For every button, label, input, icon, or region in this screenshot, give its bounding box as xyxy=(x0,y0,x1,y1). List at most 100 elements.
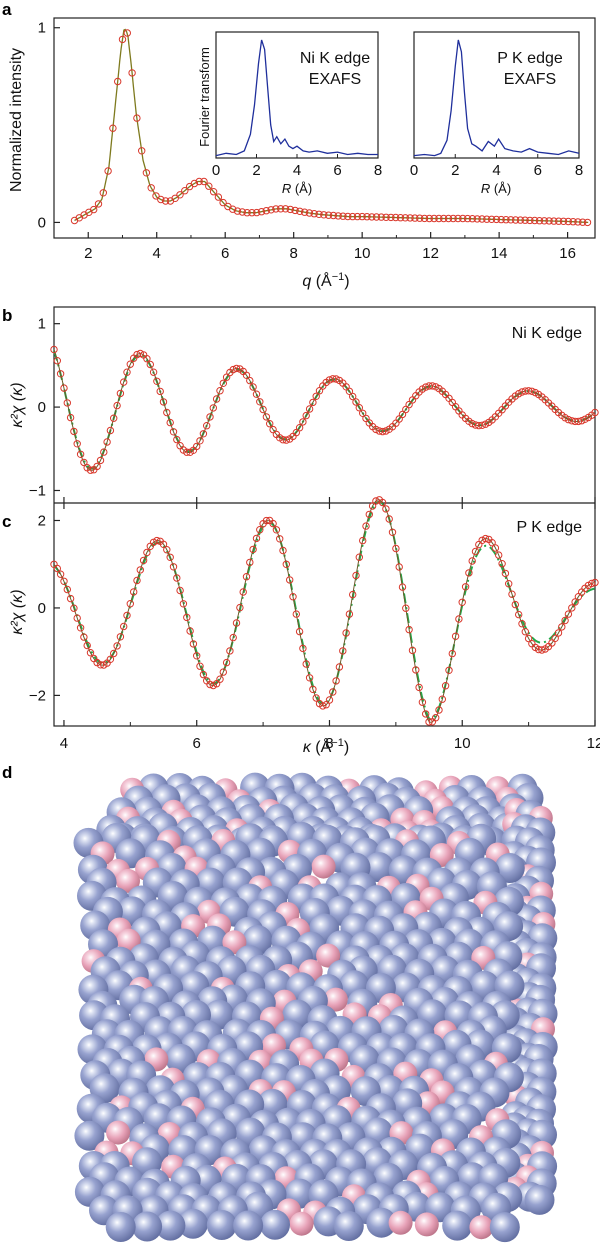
panel-c-data-point xyxy=(471,547,480,556)
panel-a-ticks: 2 4 6 8 10 12 14 16 0 1 xyxy=(38,20,576,262)
panel-b-data-point xyxy=(76,450,85,458)
panel-c-data-point xyxy=(425,718,433,726)
panel-a-plot-area xyxy=(70,28,592,227)
inset-ni-xlabel-unit: (Å) xyxy=(291,181,312,196)
panel-c-data-point xyxy=(365,510,373,519)
panel-a-data-point xyxy=(353,212,362,221)
panel-c-data-point xyxy=(66,594,75,603)
panel-c-data-point xyxy=(279,546,287,555)
panel-a-frame xyxy=(53,17,596,239)
panel-b-data-point xyxy=(378,427,387,436)
panel-b-data-point xyxy=(93,462,101,471)
panel-c-data-point xyxy=(53,564,61,573)
panel-a-data-point xyxy=(531,216,539,225)
panel-c-data-point xyxy=(76,624,85,632)
panel-c-data-point xyxy=(468,557,476,565)
panel-a-data-point xyxy=(257,208,266,216)
panel-c-data-point xyxy=(106,655,115,663)
panel-a-data-point xyxy=(545,217,553,225)
panel-c-xlabel-unit: (Å xyxy=(311,737,332,756)
panel-b-data-point xyxy=(422,383,430,391)
atomic-model-cube xyxy=(73,772,558,1243)
panel-c-xtick-label: 8 xyxy=(325,735,333,752)
panel-a-data-point xyxy=(574,218,582,226)
panel-b-data-point xyxy=(166,418,174,427)
inset-p-xtick-label: 4 xyxy=(492,162,500,179)
panel-c-data-point xyxy=(292,610,300,618)
panel-a-ytick-label: 1 xyxy=(38,20,46,37)
panel-a-data-point xyxy=(430,214,438,223)
panel-b-data-point xyxy=(372,425,380,434)
panel-b-data-point xyxy=(123,368,131,376)
panel-c-data-point xyxy=(521,628,529,636)
panel-a-xlabel: q (Å−1) xyxy=(302,271,349,290)
panel-c-data-point xyxy=(302,660,310,668)
panel-b-data-point xyxy=(60,384,68,392)
panel-a-data-point xyxy=(473,215,481,223)
panel-b-data-point xyxy=(159,398,168,406)
panel-a-data-point xyxy=(315,210,323,219)
panel-c-data-point xyxy=(458,598,466,606)
panel-a-data-point xyxy=(320,211,328,219)
panel-b-fit-curve xyxy=(53,350,595,470)
inset-ni-ft-line xyxy=(215,39,378,157)
panel-c-data-point xyxy=(491,544,500,552)
panel-a-data-point xyxy=(329,211,338,220)
panel-c-data-point xyxy=(193,652,201,660)
panel-c-data-point xyxy=(179,600,188,608)
panel-c-data-point xyxy=(130,588,138,596)
panel-b-data-point xyxy=(86,466,95,474)
panel-c-data-point xyxy=(554,629,563,637)
panel-a-data-point xyxy=(99,189,108,197)
panel-c-data-point xyxy=(352,571,360,580)
atom-nickel xyxy=(366,1207,397,1238)
panel-c-data-point xyxy=(136,566,145,574)
panel-c-data-point xyxy=(524,634,533,643)
panel-a-data-point xyxy=(526,216,534,225)
panel-a-data-point xyxy=(161,197,170,205)
panel-b-data-point xyxy=(106,426,115,435)
panel-b-data-point xyxy=(80,458,88,467)
panel-b-data-point xyxy=(169,428,178,436)
panel-label-d: d xyxy=(2,763,12,782)
panel-c-data-point xyxy=(242,573,251,581)
panel-c-data-point xyxy=(276,535,284,543)
panel-a-data-point xyxy=(555,217,563,225)
panel-c-data-point xyxy=(143,548,151,557)
panel-a-data-point xyxy=(281,205,290,213)
panel-c-data-point xyxy=(339,647,347,655)
panel-c-data-point xyxy=(312,694,320,702)
panel-a-data-point xyxy=(214,193,223,201)
panel-a-data-point xyxy=(181,187,189,195)
panel-b-data-point xyxy=(156,387,164,396)
panel-c-data-point xyxy=(405,625,413,634)
panel-a-data-point xyxy=(569,218,577,226)
panel-a-data-point xyxy=(195,177,203,186)
panel-a-ylabel: Normalized intensity xyxy=(8,48,25,192)
panel-a-data-point xyxy=(492,215,501,224)
panel-a-data-point xyxy=(497,215,505,224)
atom-nickel xyxy=(132,1211,163,1242)
panel-b-data-point xyxy=(305,405,314,413)
panel-b-data-point xyxy=(203,422,211,430)
panel-a-data-point xyxy=(377,213,385,221)
panel-c-data-point xyxy=(73,614,81,622)
panel-a-data-point xyxy=(454,214,462,223)
panel-b-data-point xyxy=(183,448,191,456)
panel-b-data-point xyxy=(193,442,201,451)
panel-a-data-point xyxy=(229,205,237,213)
panel-b-data-point xyxy=(232,364,241,373)
inset-p-ft-line xyxy=(413,39,580,157)
panel-a-ytick-label: 0 xyxy=(38,214,46,231)
panel-b-data-point xyxy=(405,400,413,409)
inset-ni-xtick-label: 8 xyxy=(374,162,382,179)
panel-label-a: a xyxy=(2,0,12,19)
panel-b-ylabel: κ²χ (κ) xyxy=(9,382,26,427)
panel-c-data-point xyxy=(56,570,65,578)
panel-b-data-point xyxy=(282,436,290,444)
atom-nickel xyxy=(363,852,394,883)
panel-a-data-point xyxy=(253,208,261,217)
panel-b-data-point xyxy=(402,405,410,414)
panel-b-data-point xyxy=(259,405,267,414)
